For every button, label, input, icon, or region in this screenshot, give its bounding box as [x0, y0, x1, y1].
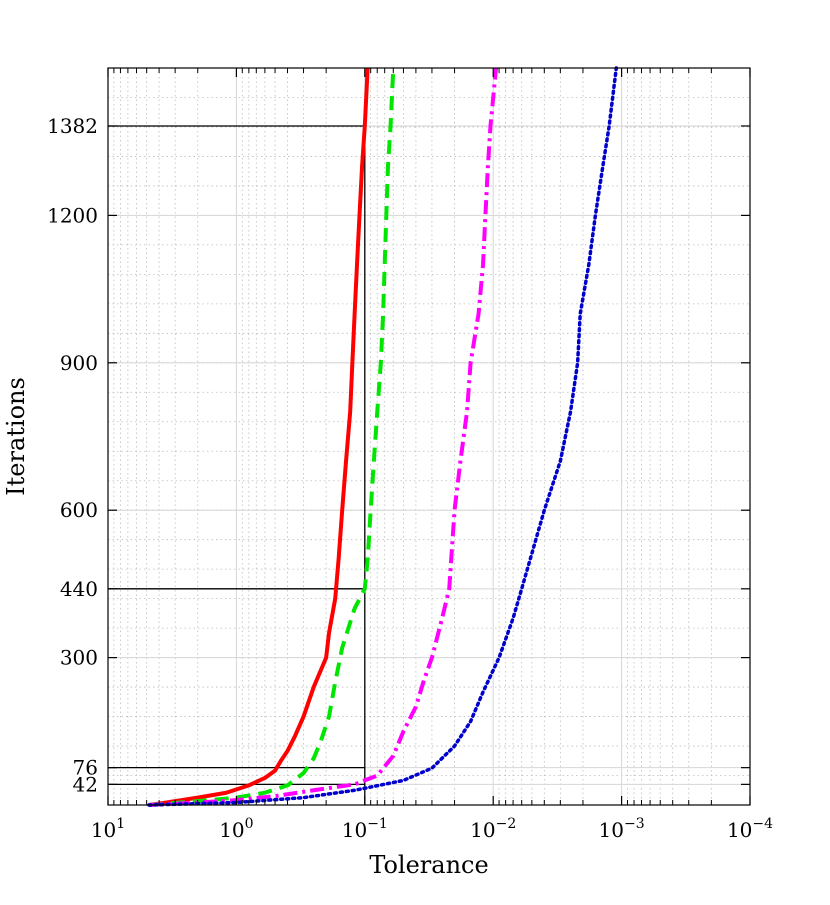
x-tick-label: 10−2: [470, 816, 516, 842]
x-tick-base: 10: [342, 818, 367, 842]
series-group: [147, 66, 619, 807]
x-tick-base: 10: [599, 818, 624, 842]
y-tick-label: 1200: [47, 203, 98, 227]
series-line-2: [148, 67, 396, 807]
y-axis-label: Iterations: [2, 377, 30, 496]
major-grid: [107, 68, 751, 805]
y-tick-label: 76: [73, 756, 98, 780]
x-tick-base: 10: [727, 818, 752, 842]
x-tick-label: 10−4: [727, 816, 773, 842]
plot-area-frame: [107, 67, 751, 806]
x-tick-label: 10−3: [599, 816, 645, 842]
x-tick-exponent: −2: [496, 816, 517, 832]
x-tick-exponent: −3: [624, 816, 645, 832]
x-tick-base: 10: [219, 818, 244, 842]
series-line-3: [148, 67, 499, 807]
x-tick-label: 100: [219, 816, 253, 842]
y-tick-label: 600: [60, 498, 98, 522]
y-tick-label: 900: [60, 351, 98, 375]
x-tick-label: 10−1: [342, 816, 388, 842]
x-tick-exponent: 0: [245, 816, 254, 832]
y-tick-label: 42: [73, 772, 98, 796]
minor-grid: [108, 68, 750, 805]
y-tick-label: 300: [60, 646, 98, 670]
x-axis-label: Tolerance: [369, 851, 488, 879]
x-tick-exponent: −1: [367, 816, 388, 832]
y-tick-label: 1382: [47, 114, 98, 138]
x-tick-exponent: −4: [752, 816, 773, 832]
x-tick-label: 101: [91, 816, 125, 842]
x-tick-base: 10: [91, 818, 116, 842]
x-tick-base: 10: [470, 818, 495, 842]
y-tick-label: 440: [60, 577, 98, 601]
series-line-4: [147, 66, 619, 807]
x-tick-labels: 101 100 10−1 10−2 10−3 10−4: [91, 816, 773, 842]
series-line-1: [148, 67, 370, 807]
reference-lines: [108, 125, 366, 805]
axis-ticks: [107, 68, 751, 805]
x-tick-exponent: 1: [116, 816, 125, 832]
